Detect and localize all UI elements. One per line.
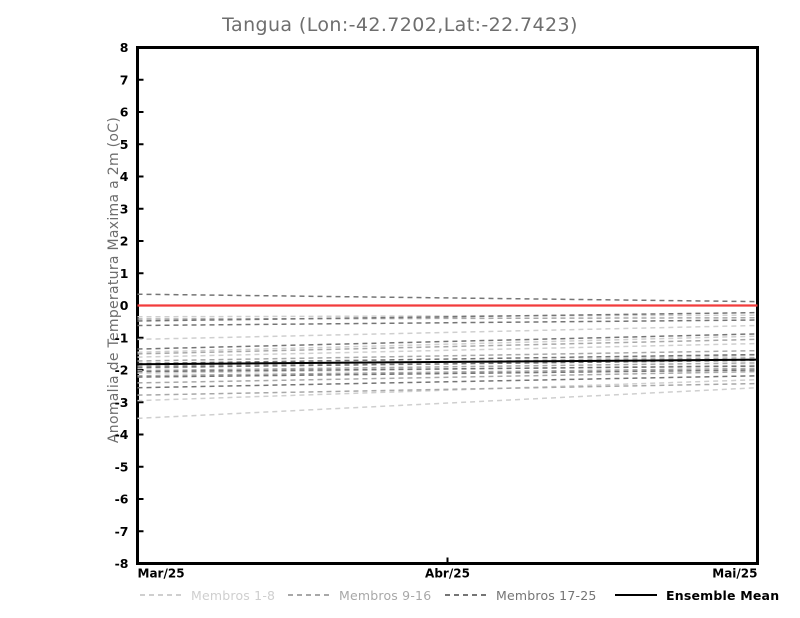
legend-item-members-9-16[interactable]: Membros 9-16 — [288, 586, 431, 604]
y-tick-label: 6 — [120, 105, 129, 120]
y-tick-label: -5 — [115, 459, 129, 474]
legend-label-members-17-25: Membros 17-25 — [496, 587, 597, 603]
y-tick-label: -6 — [115, 492, 129, 507]
y-tick-label: -4 — [115, 427, 129, 442]
legend-swatch-members-1-8 — [140, 594, 182, 596]
y-tick-label: 5 — [120, 137, 129, 152]
ensemble-mean-line — [137, 358, 758, 366]
y-tick-label: -7 — [115, 524, 129, 539]
member-line — [137, 375, 758, 389]
series-layer — [137, 293, 758, 420]
member-line — [137, 293, 758, 303]
y-axis-ticks: 8 7 6 5 4 3 2 1 0 -1 -2 -3 -4 -5 -6 -7 -8 — [115, 40, 144, 571]
member-line — [137, 386, 758, 420]
legend-item-ensemble-mean[interactable]: Ensemble Mean — [615, 586, 779, 604]
member-line — [137, 378, 758, 402]
legend-label-members-1-8: Membros 1-8 — [191, 587, 276, 603]
member-line — [137, 353, 758, 365]
legend-swatch-members-9-16 — [288, 594, 330, 596]
member-line — [137, 311, 758, 322]
legend-item-members-1-8[interactable]: Membros 1-8 — [140, 586, 275, 604]
chart-legend: Membros 1-8 Membros 9-16 Membros 17-25 E… — [0, 586, 800, 606]
member-line — [137, 319, 758, 327]
member-line — [137, 333, 758, 350]
member-line — [137, 365, 758, 373]
member-line — [137, 359, 758, 369]
member-line — [137, 314, 758, 318]
y-tick-label: 0 — [120, 298, 129, 313]
member-line — [137, 338, 758, 355]
member-line — [137, 342, 758, 358]
y-tick-label: -2 — [115, 363, 129, 378]
y-tick-label: 3 — [120, 201, 129, 216]
member-line — [137, 382, 758, 396]
member-line — [137, 370, 758, 384]
legend-item-members-17-25[interactable]: Membros 17-25 — [445, 586, 597, 604]
x-tick-label: Abr/25 — [425, 567, 470, 581]
page-title: Tangua (Lon:-42.7202,Lat:-22.7423) — [222, 14, 578, 36]
x-axis-ticks: Mar/25 Abr/25 Mai/25 — [136, 557, 759, 581]
legend-swatch-ensemble-mean — [615, 593, 657, 597]
member-line — [137, 367, 758, 377]
legend-swatch-members-17-25 — [445, 594, 487, 596]
member-line — [137, 362, 758, 372]
member-line — [137, 369, 758, 378]
member-line — [137, 324, 758, 341]
y-tick-label: -3 — [115, 395, 129, 410]
y-tick-label: 4 — [120, 169, 129, 184]
member-line — [137, 335, 758, 354]
member-line — [137, 349, 758, 362]
y-tick-label: -1 — [115, 330, 129, 345]
legend-label-members-9-16: Membros 9-16 — [339, 587, 432, 603]
y-tick-label: 8 — [120, 40, 129, 55]
y-tick-label: 1 — [120, 266, 129, 281]
x-tick-label: Mar/25 — [138, 567, 185, 581]
y-tick-label: -8 — [115, 556, 129, 571]
legend-label-ensemble-mean: Ensemble Mean — [666, 587, 780, 603]
x-tick-label: Mai/25 — [712, 567, 757, 581]
y-tick-label: 7 — [120, 72, 129, 87]
y-tick-label: 2 — [120, 234, 129, 249]
member-line — [137, 317, 758, 320]
